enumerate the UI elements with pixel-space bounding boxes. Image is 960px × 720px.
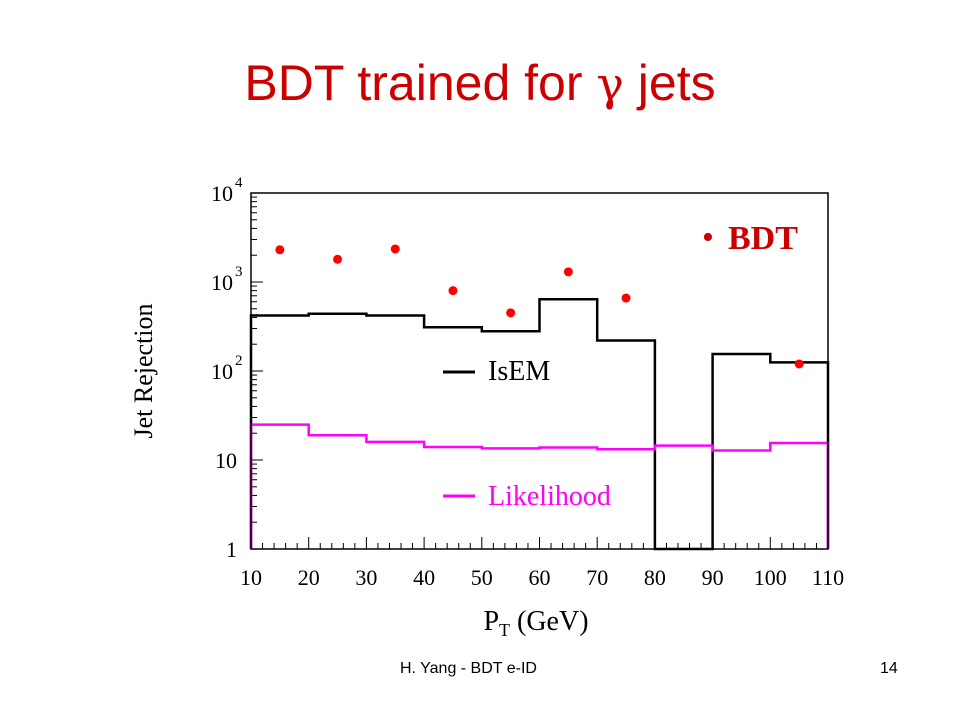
bdt-point (563, 267, 573, 277)
x-tick-label: 60 (529, 565, 551, 590)
legend-bdt-label: BDT (728, 220, 798, 257)
x-axis-label: PT (GeV) (483, 606, 588, 640)
y-tick-label-exponent: 2 (235, 353, 243, 369)
x-tick-label: 20 (298, 565, 320, 590)
x-axis-label-main: P (483, 606, 499, 637)
bdt-point (275, 245, 285, 255)
y-tick-label: 1 (226, 537, 237, 562)
x-tick-label: 70 (586, 565, 608, 590)
x-axis-label-subscript: T (499, 620, 510, 640)
bdt-point (390, 244, 400, 254)
y-axis-label: Jet Rejection (129, 303, 158, 438)
series-layer (249, 244, 830, 551)
legend-isem-label: IsEM (488, 356, 550, 387)
plot-frame (250, 192, 829, 550)
y-tick-label-exponent: 4 (235, 175, 243, 191)
x-tick-labels: 10 20 30 40 50 60 70 80 90 100 110 (240, 565, 844, 590)
x-tick-label: 40 (413, 565, 435, 590)
page-number: 14 (880, 660, 898, 677)
y-tick-label: 10 (211, 181, 233, 206)
y-tick-label: 10 (211, 270, 233, 295)
slide-title-suffix: jets (623, 55, 716, 111)
x-tick-label: 50 (471, 565, 493, 590)
histogram-likelihood (249, 423, 830, 549)
x-tick-label: 80 (644, 565, 666, 590)
bdt-point (333, 254, 343, 264)
bdt-point (448, 286, 458, 296)
slide-title-text: BDT trained for (244, 55, 597, 111)
histogram-isem (249, 298, 830, 551)
bdt-point (621, 293, 631, 303)
x-tick-label: 30 (355, 565, 377, 590)
x-axis-label-units: (GeV) (510, 606, 589, 637)
legend: • BDT IsEM Likelihood (443, 219, 798, 512)
y-tick-label: 10 (215, 448, 237, 473)
x-tick-label: 100 (754, 565, 787, 590)
bdt-point (506, 308, 516, 318)
legend-likelihood-label: Likelihood (488, 481, 611, 512)
gamma-symbol: γ (596, 57, 624, 111)
footer-author: H. Yang - BDT e-ID (400, 660, 537, 677)
x-tick-label: 90 (702, 565, 724, 590)
y-tick-label: 10 (211, 359, 233, 384)
x-tick-label: 10 (240, 565, 262, 590)
y-tick-label-exponent: 3 (235, 264, 243, 280)
bdt-point (794, 359, 804, 369)
x-tick-label: 110 (812, 565, 844, 590)
slide-title: BDT trained for γ jets (0, 58, 960, 108)
legend-bdt-bullet: • (702, 219, 714, 256)
